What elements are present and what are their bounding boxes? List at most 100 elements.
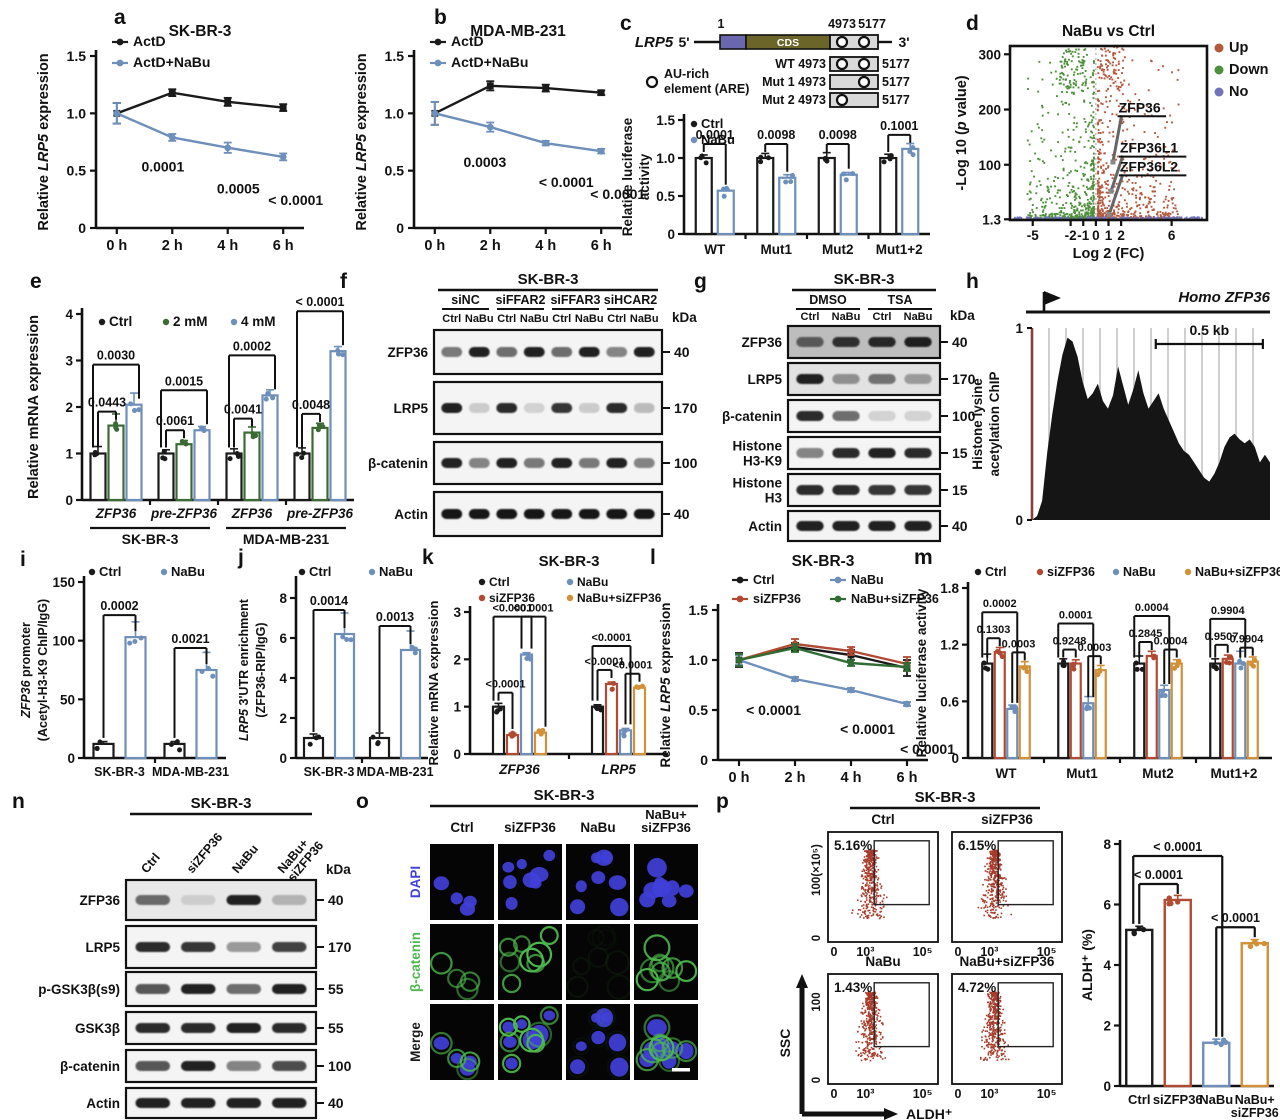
svg-text:ZFP36: ZFP36: [231, 506, 273, 521]
bars-NaBu: [1006, 650, 1247, 760]
row-label: DAPI: [408, 866, 423, 898]
svg-text:siZFP36: siZFP36: [489, 591, 535, 605]
lane-label: Ctrl: [138, 850, 163, 875]
chart-title: NaBu vs Ctrl: [1062, 23, 1155, 40]
flow-gate: [997, 840, 1054, 906]
bars-Ctrl: [981, 653, 1222, 760]
cell-line-label: SK-BR-3: [915, 789, 976, 806]
kda-value: 40: [952, 518, 968, 534]
p-value: 0.0098: [819, 128, 857, 142]
svg-text:0: 0: [1103, 1079, 1111, 1094]
panel-letter-c: c: [620, 12, 632, 35]
svg-text:-2: -2: [1065, 228, 1077, 243]
lane-label: NaBu+siZFP36: [275, 830, 327, 884]
protein-label: Actin: [86, 1096, 120, 1111]
panel-j-rip-bar-chart: 0 2 4 6 8 SK-BR-3 MDA-MB-231 0.0014 0.0013 Ctrl Na…: [237, 564, 434, 779]
y-axis-label: Relative LRP5 expression: [354, 53, 370, 230]
flow-gate: [997, 982, 1054, 1048]
svg-text:6 h: 6 h: [591, 238, 612, 254]
panel-l-mrna-decay-chart: 0 0.5 1.0 1.5 0 h 2 h 4 h 6 h SK-BR-3 Relative LR…: [658, 553, 955, 786]
svg-text:SK-BR-3: SK-BR-3: [304, 765, 355, 779]
svg-text:SK-BR-3: SK-BR-3: [122, 531, 179, 547]
svg-text:NaBu: NaBu: [1199, 1092, 1233, 1107]
p-value: 0.0443: [88, 396, 126, 410]
y-axis-label: Relative luciferase activity: [914, 588, 929, 757]
svg-text:ZFP36: ZFP36: [498, 762, 540, 777]
p-value: <0.0001: [591, 632, 631, 644]
panel-letter-g: g: [694, 270, 707, 293]
flow-plot-label: Ctrl: [871, 812, 894, 827]
bar-3: [1240, 942, 1269, 1088]
svg-text:0: 0: [667, 227, 675, 242]
blot-row-ZFP36: ZFP36 40: [741, 324, 968, 360]
svg-text:NaBu+siZFP36: NaBu+siZFP36: [577, 591, 662, 605]
y-axis-label: Relative mRNA expression: [26, 315, 42, 499]
svg-text:Mut2: Mut2: [822, 242, 854, 257]
flow-gate: [873, 982, 930, 1048]
svg-text:0: 0: [67, 751, 75, 766]
svg-text:0: 0: [700, 752, 708, 768]
svg-text:0: 0: [811, 935, 823, 941]
series-ActD: [112, 88, 288, 125]
svg-text:6: 6: [1168, 228, 1176, 243]
svg-text:Mut1+2: Mut1+2: [876, 242, 923, 257]
kda-label: kDa: [326, 862, 351, 877]
protein-label: Histone: [732, 439, 782, 454]
svg-text:0: 0: [78, 220, 86, 236]
p-value: 0.0003: [463, 154, 506, 170]
p-value: 0.0005: [217, 181, 260, 197]
bars-Ctrl: [491, 702, 605, 756]
svg-text:200: 200: [978, 103, 1001, 118]
gene-callout: ZFP36: [1119, 99, 1161, 115]
svg-text:2: 2: [453, 652, 461, 667]
svg-text:Mut 1 4973: Mut 1 4973: [762, 75, 826, 89]
svg-text:0 h: 0 h: [106, 238, 127, 254]
panel-letter-b: b: [434, 6, 447, 29]
lane-label: siZFP36: [184, 830, 226, 876]
svg-text:6: 6: [1103, 898, 1111, 913]
svg-text:NaBu: NaBu: [577, 575, 608, 589]
svg-text:1: 1: [718, 17, 725, 31]
svg-text:6: 6: [279, 631, 287, 646]
p-value: <0.0001: [513, 603, 553, 615]
treatment-group-label: TSA: [888, 293, 913, 307]
svg-text:4: 4: [279, 671, 287, 686]
bars-Ctrl: [302, 732, 391, 760]
svg-text:0: 0: [1092, 228, 1100, 243]
kda-value: 55: [328, 1020, 344, 1036]
blot-row-Actin: Actin 40: [86, 1086, 344, 1120]
kda-value: 40: [952, 334, 968, 350]
svg-text:ZFP36: ZFP36: [95, 506, 137, 521]
blot-row-p-GSK3β(s9): p-GSK3β(s9) 55: [38, 970, 344, 1008]
svg-text:0.5: 0.5: [385, 163, 405, 179]
protein-label: Histone: [732, 476, 782, 491]
y-axis-label: -Log 10 (p value): [954, 75, 970, 190]
cell-line-label: SK-BR-3: [834, 271, 895, 288]
bars-NaBu+siZFP36: [1018, 656, 1259, 760]
svg-text:5': 5': [678, 34, 689, 50]
bars-NaBu: [716, 142, 920, 236]
kda-value: 55: [328, 981, 344, 997]
svg-text:6 h: 6 h: [897, 770, 918, 786]
y-axis-label: Relative luciferase: [620, 117, 635, 236]
p-value: 0.9904: [1230, 634, 1265, 646]
svg-text:10³: 10³: [980, 945, 998, 959]
p-value: < 0.0001: [539, 174, 594, 190]
svg-text:5177: 5177: [882, 93, 910, 107]
scale-bar-label: 0.5 kb: [1189, 322, 1229, 338]
svg-text:Mut1+2: Mut1+2: [1211, 766, 1258, 781]
p-value: < 0.0001: [900, 741, 955, 757]
svg-text:10⁵: 10⁵: [913, 945, 933, 959]
lane-label: NaBu: [832, 311, 861, 323]
protein-label: Actin: [748, 519, 782, 534]
svg-text:1.0: 1.0: [656, 151, 675, 166]
svg-text:Up: Up: [1229, 40, 1248, 56]
panel-a-mrna-decay-chart: 0 0.5 1.0 1.5 0 h 2 h 4 h 6 h SK-BR-3 Relative LR…: [36, 23, 323, 254]
svg-text:2: 2: [1103, 1019, 1111, 1034]
svg-text:8: 8: [279, 591, 287, 606]
panel-letter-e: e: [30, 270, 42, 293]
svg-text:1.8: 1.8: [940, 581, 959, 596]
kda-value: 40: [328, 1095, 344, 1111]
